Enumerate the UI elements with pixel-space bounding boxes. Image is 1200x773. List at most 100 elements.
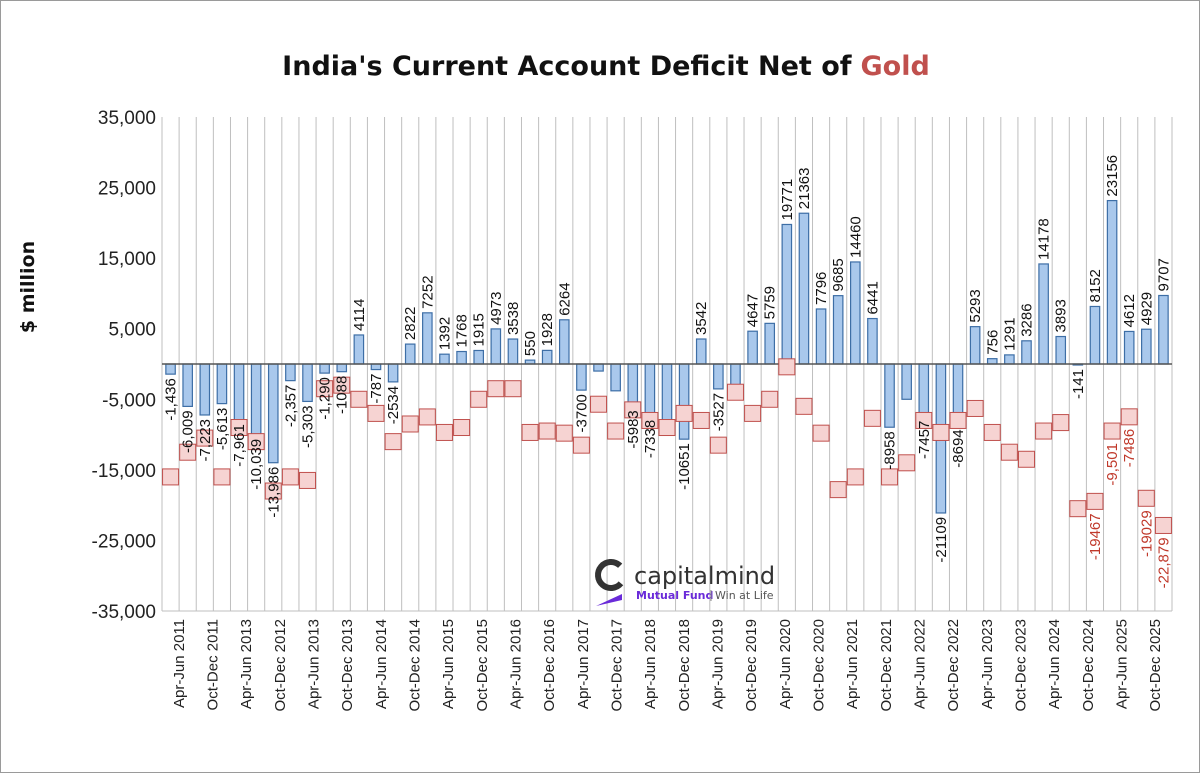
x-tick-label: Oct-Dec 2017 <box>609 619 626 712</box>
bar <box>1004 354 1015 365</box>
marker-point <box>812 424 830 442</box>
marker-point <box>333 376 351 394</box>
x-tick-label: Apr-Jun 2013 <box>306 619 323 709</box>
bar <box>695 338 707 365</box>
marker-point <box>1120 408 1138 426</box>
marker-data-label: -7486 <box>1121 429 1138 467</box>
bar-data-label: 6264 <box>556 282 573 315</box>
bar <box>884 363 895 428</box>
x-tick-label: Apr-Jun 2019 <box>710 619 727 709</box>
bar <box>661 363 673 425</box>
marker-point <box>641 411 659 429</box>
bar-data-label: 3286 <box>1018 303 1035 336</box>
chart-title: India's Current Account Deficit Net of Go… <box>282 51 930 82</box>
marker-point <box>453 419 471 437</box>
marker-point <box>881 468 899 486</box>
marker-point <box>572 436 590 454</box>
x-tick-label: Apr-Jun 2014 <box>373 619 390 709</box>
bar-data-label: -5,613 <box>214 408 231 451</box>
bar <box>165 363 176 375</box>
bar <box>918 363 930 418</box>
marker-point <box>504 380 522 398</box>
marker-point <box>761 390 779 408</box>
marker-point <box>658 419 676 437</box>
marker-point <box>1103 422 1121 440</box>
bar-data-label: -141 <box>1070 369 1087 399</box>
marker-data-label: -9,501 <box>1104 443 1121 486</box>
bar <box>302 363 313 403</box>
bar <box>1038 263 1049 365</box>
x-tick-label: Oct-Dec 2024 <box>1080 619 1097 712</box>
marker-point <box>778 358 796 376</box>
bar-data-label: -3700 <box>573 394 590 432</box>
x-tick-label: Apr-Jun 2017 <box>575 619 592 709</box>
bar <box>558 319 570 365</box>
marker-point <box>966 399 984 417</box>
x-tick-label: Apr-Jun 2021 <box>844 619 861 709</box>
bar <box>1106 199 1118 365</box>
bar-data-label: -1,290 <box>317 377 334 420</box>
bar-data-label: 14460 <box>847 216 864 258</box>
x-axis-ticks: Apr-Jun 2011 Oct-Dec 2011 Apr-Jun 2013 Oct-… <box>171 619 1164 712</box>
capitalmind-logo-icon <box>595 559 627 606</box>
marker-point <box>196 429 214 447</box>
marker-point <box>607 422 625 440</box>
marker-point <box>983 423 1001 441</box>
bar-data-label: -8958 <box>882 431 899 469</box>
bar-data-label: -7457 <box>916 421 933 459</box>
bar-data-label: 1928 <box>539 313 556 346</box>
marker-point <box>179 443 197 461</box>
bar-data-label: 4647 <box>745 294 762 327</box>
marker-point <box>675 404 693 422</box>
bar <box>832 295 844 365</box>
bar-data-label: 5293 <box>967 289 984 322</box>
marker-point <box>898 454 916 472</box>
marker-point <box>350 390 368 408</box>
bar-data-label: 1392 <box>436 317 453 350</box>
marker-point <box>384 433 402 451</box>
x-tick-label: Oct-Dec 2021 <box>878 619 895 712</box>
bar-data-label: -7,961 <box>231 424 248 467</box>
bar <box>815 308 827 365</box>
bar <box>867 317 878 365</box>
bar <box>233 363 245 421</box>
capitalmind-logo: capitalmind Mutual Fund Win at Life <box>595 559 775 606</box>
marker-point <box>795 397 813 415</box>
bar <box>507 338 519 365</box>
bar <box>404 343 416 365</box>
bar-data-label: -7,223 <box>197 419 214 462</box>
x-tick-label: Oct-Dec 2018 <box>676 619 693 712</box>
bar <box>199 363 211 416</box>
x-tick-label: Oct-Dec 2015 <box>474 619 491 712</box>
bar-data-label: 1768 <box>454 314 471 347</box>
marker-series <box>162 358 1172 534</box>
marker-point <box>521 423 539 441</box>
marker-point <box>829 481 847 499</box>
x-tick-label: Oct-Dec 2012 <box>272 619 289 712</box>
x-tick-label: Oct-Dec 2019 <box>743 619 760 712</box>
chart-title-highlight: Gold <box>861 51 930 82</box>
bar-data-label: 5759 <box>762 286 779 319</box>
bar-data-label: -5,303 <box>300 405 317 448</box>
bar-data-label: 3542 <box>693 302 710 335</box>
marker-point <box>487 380 505 398</box>
marker-point <box>1017 450 1035 468</box>
bar-data-label: -5983 <box>625 410 642 448</box>
bar <box>1141 328 1152 365</box>
bar <box>319 363 330 374</box>
bar-data-label: 7796 <box>813 272 830 305</box>
y-tick-label: -25,000 <box>92 531 156 552</box>
marker-point <box>624 401 642 419</box>
marker-point <box>590 395 608 413</box>
bar <box>713 363 724 390</box>
bar-data-label: -1,436 <box>163 378 180 421</box>
bar <box>456 350 467 365</box>
bar <box>216 363 228 405</box>
y-tick-label: -15,000 <box>92 461 156 482</box>
bar-data-label: -787 <box>368 374 385 404</box>
bar-data-label: 1291 <box>1001 318 1018 351</box>
bar <box>267 363 279 464</box>
bar <box>610 363 621 392</box>
bar <box>678 363 690 440</box>
bar-data-label: -10651 <box>676 443 693 490</box>
